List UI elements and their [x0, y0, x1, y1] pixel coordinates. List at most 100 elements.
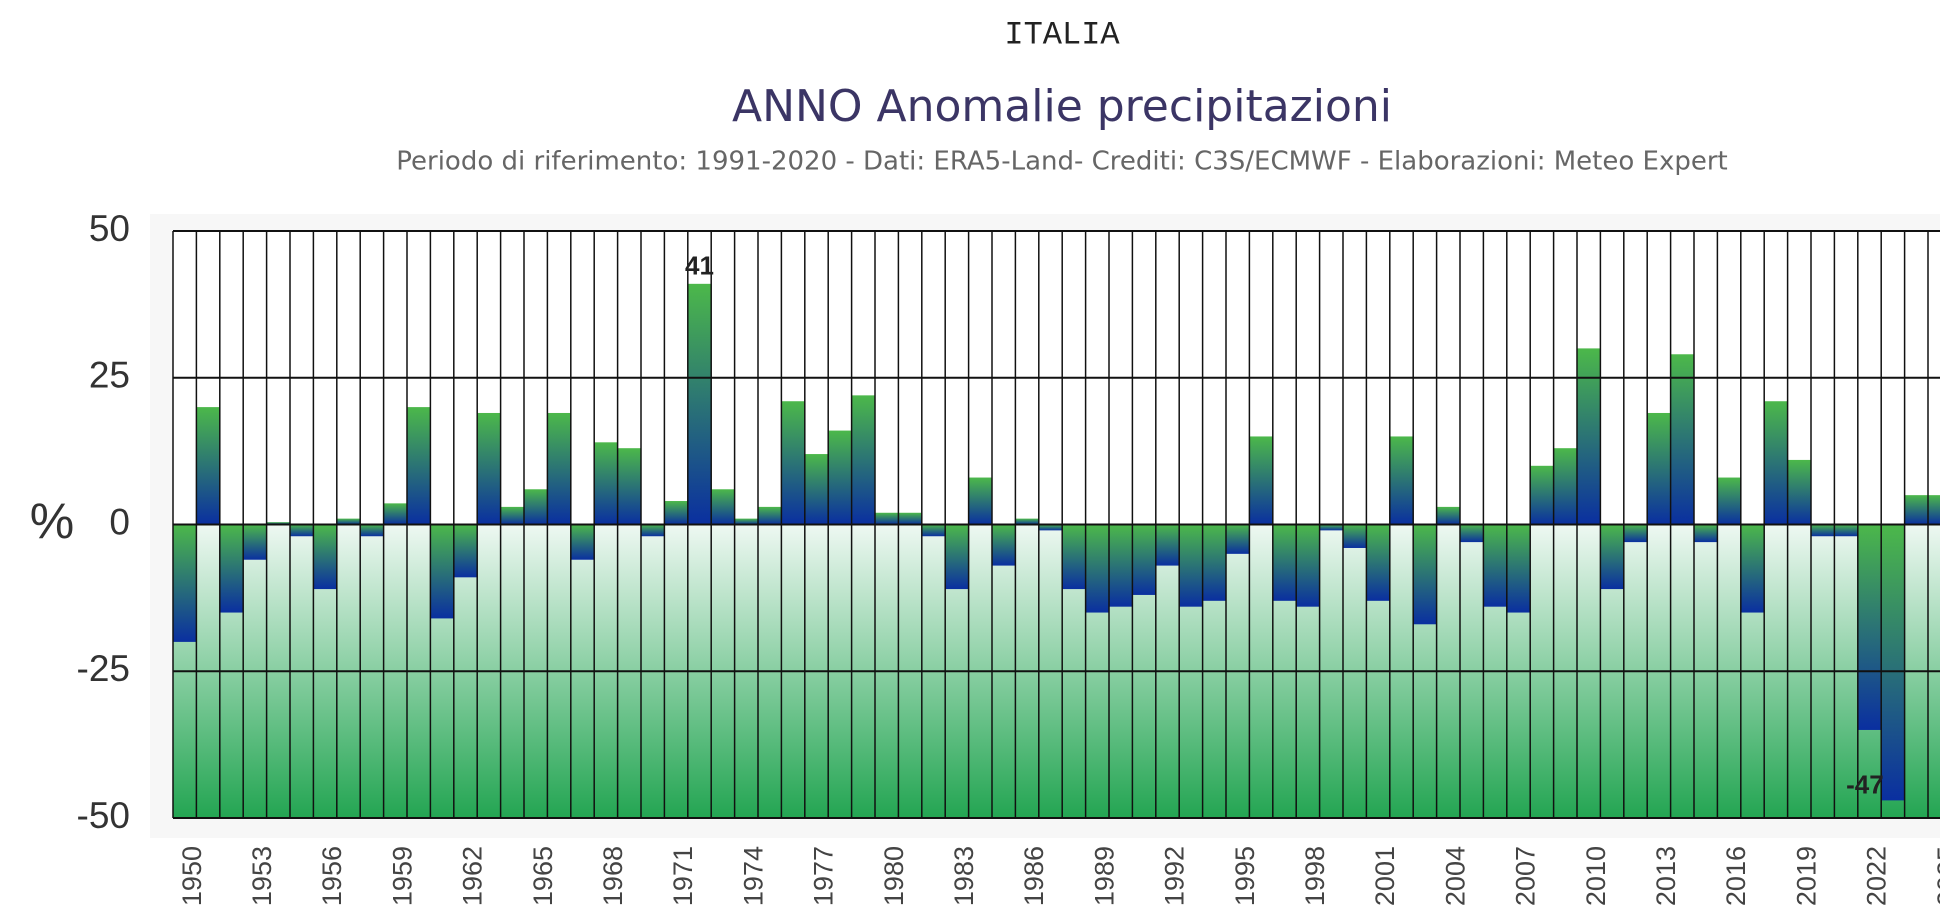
- bar: [336, 518, 361, 525]
- bar: [1272, 524, 1297, 601]
- bar: [687, 283, 712, 525]
- bar: [500, 506, 524, 525]
- bar: [1226, 524, 1250, 554]
- bar: [1015, 518, 1039, 525]
- x-tick-label: 1998: [1300, 846, 1330, 906]
- bar: [1600, 524, 1624, 590]
- bar: [664, 501, 688, 525]
- bar: [1038, 524, 1063, 531]
- x-tick-label: 1956: [317, 846, 347, 906]
- y-tick-label: 0: [109, 501, 130, 542]
- bar: [1436, 506, 1460, 525]
- x-tick-label: 1992: [1160, 846, 1190, 906]
- bar: [1577, 348, 1601, 525]
- bar: [758, 506, 782, 525]
- y-tick-label: -50: [77, 795, 130, 836]
- x-tick-label: 1965: [528, 846, 558, 906]
- bar: [781, 401, 805, 525]
- bar: [641, 524, 665, 537]
- x-tick-label: 1968: [598, 846, 628, 906]
- x-tick-label: 2004: [1440, 846, 1470, 906]
- bar: [547, 412, 571, 525]
- bar: [1460, 524, 1484, 543]
- bar: [407, 407, 431, 525]
- supertitle: ITALIA: [1004, 16, 1120, 53]
- y-tick-label: 25: [89, 355, 130, 396]
- bar: [1694, 524, 1718, 543]
- bar: [1928, 495, 1940, 525]
- bar: [1109, 524, 1133, 607]
- bar: [1787, 459, 1811, 525]
- bar: [313, 524, 337, 590]
- bar: [1811, 524, 1835, 537]
- bar: [1530, 465, 1554, 525]
- bar: [992, 524, 1016, 566]
- subtitle: Periodo di riferimento: 1991-2020 - Dati…: [396, 147, 1727, 177]
- x-tick-label: 1962: [458, 846, 488, 906]
- bar: [1155, 524, 1180, 566]
- bar: [1343, 524, 1367, 548]
- x-tick-label: 1980: [879, 846, 909, 906]
- bar: [266, 522, 290, 525]
- x-tick-label: 2019: [1791, 846, 1821, 906]
- bar: [1389, 436, 1414, 525]
- bar: [1483, 524, 1507, 607]
- bar: [524, 489, 548, 525]
- bar: [453, 524, 478, 578]
- bar: [1553, 448, 1577, 525]
- x-tick-label: 2001: [1370, 846, 1400, 906]
- x-tick-label: 1950: [177, 846, 207, 906]
- x-tick-label: 1995: [1230, 846, 1260, 906]
- bar: [1506, 524, 1531, 613]
- bar: [1296, 524, 1320, 607]
- y-tick-label: -25: [77, 648, 130, 689]
- x-tick-label: 1986: [1019, 846, 1049, 906]
- bar: [1857, 524, 1882, 730]
- bar: [1413, 524, 1437, 625]
- bar: [828, 430, 852, 525]
- bar: [196, 407, 220, 525]
- bar: [383, 503, 407, 525]
- bar: [898, 512, 922, 525]
- data-label: 41: [685, 251, 714, 281]
- bar: [477, 412, 501, 525]
- bar: [1366, 524, 1390, 601]
- bar: [1881, 524, 1905, 801]
- bar: [1740, 524, 1765, 613]
- x-tick-label: 1983: [949, 846, 979, 906]
- x-tick-label: 2010: [1581, 846, 1611, 906]
- x-tick-label: 1977: [809, 846, 839, 906]
- x-tick-label: 1989: [1089, 846, 1119, 906]
- data-label: -47: [1846, 769, 1884, 799]
- chart-title: ANNO Anomalie precipitazioni: [732, 81, 1392, 132]
- x-tick-label: 2007: [1511, 846, 1541, 906]
- bar: [219, 524, 244, 613]
- bar: [921, 524, 946, 537]
- bar: [1904, 495, 1928, 525]
- bar: [945, 524, 969, 590]
- x-tick-label: 1974: [738, 846, 768, 906]
- bar: [1834, 524, 1858, 537]
- bar: [1670, 354, 1694, 525]
- bar: [617, 448, 641, 525]
- bar: [1623, 524, 1648, 543]
- bar: [1132, 524, 1156, 595]
- bar: [804, 454, 829, 525]
- bar: [360, 524, 384, 537]
- bar: [290, 524, 314, 537]
- bar: [430, 524, 454, 619]
- x-tick-label: 2013: [1651, 846, 1681, 906]
- bar: [1249, 436, 1273, 525]
- x-tick-label: 1953: [247, 846, 277, 906]
- bar: [594, 442, 618, 525]
- x-tick-label: 1959: [387, 846, 417, 906]
- bar: [1764, 401, 1788, 525]
- bar: [734, 518, 758, 525]
- bar: [711, 489, 735, 525]
- bar: [851, 395, 875, 525]
- bar: [968, 477, 992, 525]
- bar: [1202, 524, 1226, 601]
- bar: [1179, 524, 1203, 607]
- bar: [570, 524, 595, 560]
